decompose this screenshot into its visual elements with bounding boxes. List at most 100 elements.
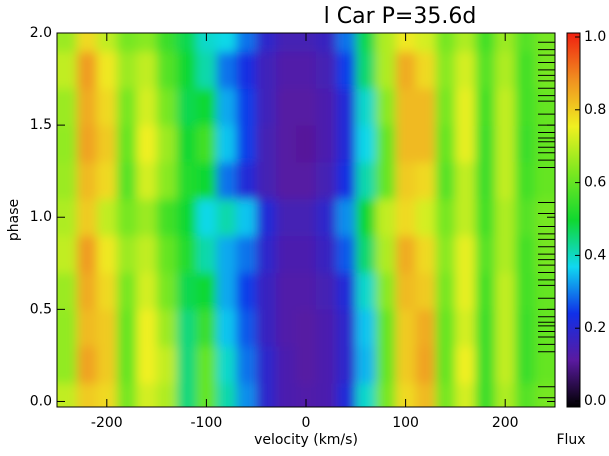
heat-cell — [96, 198, 118, 237]
heat-cell — [216, 33, 237, 52]
heat-cell — [495, 383, 516, 407]
heat-cell — [475, 383, 496, 407]
heat-cell — [435, 383, 456, 407]
heat-cell — [395, 309, 417, 347]
heat-cell — [355, 309, 377, 347]
heat-cell — [515, 309, 536, 347]
heat-cell — [475, 272, 496, 310]
heat-cell — [415, 88, 436, 126]
heat-cell — [276, 33, 297, 52]
heat-cell — [395, 125, 417, 163]
heat-cell — [415, 198, 436, 237]
heat-cell — [276, 346, 297, 384]
heat-cell — [256, 51, 277, 89]
heat-cell — [515, 198, 536, 237]
heat-cell — [296, 161, 317, 200]
heat-cell — [116, 125, 138, 163]
heat-cell — [116, 161, 138, 200]
heat-cell — [57, 235, 78, 274]
heat-cell — [355, 383, 377, 407]
colorbar-tick-label: 0.2 — [584, 320, 606, 336]
heat-cell — [216, 309, 237, 347]
heat-cell — [216, 272, 237, 310]
heat-cell — [335, 198, 357, 237]
y-tick-label: 1.0 — [30, 209, 52, 225]
heat-cell — [315, 198, 337, 237]
heat-cell — [256, 125, 277, 163]
heat-cell — [76, 88, 98, 126]
heat-cell — [455, 161, 476, 200]
heat-cell — [57, 51, 78, 89]
heat-cell — [136, 51, 158, 89]
heat-cell — [375, 309, 397, 347]
heat-cell — [475, 51, 496, 89]
heat-cell — [156, 125, 178, 163]
heat-cell — [176, 51, 197, 89]
heat-cell — [335, 33, 357, 52]
heat-cell — [116, 346, 138, 384]
heat-cell — [176, 88, 197, 126]
heat-cell — [196, 51, 217, 89]
heat-cell — [76, 33, 98, 52]
heat-cell — [276, 125, 297, 163]
heat-cell — [57, 88, 78, 126]
heat-cell — [375, 383, 397, 407]
x-tick-label: -100 — [191, 415, 223, 431]
heat-cell — [216, 235, 237, 274]
heat-cell — [236, 272, 257, 310]
heat-cell — [276, 235, 297, 274]
heat-cell — [176, 161, 197, 200]
heat-cell — [296, 33, 317, 52]
colorbar-tick-label: 1.0 — [584, 29, 606, 45]
heat-cell — [57, 198, 78, 237]
heat-cell — [216, 88, 237, 126]
heat-cell — [475, 235, 496, 274]
heat-cell — [156, 88, 178, 126]
heat-cell — [315, 51, 337, 89]
colorbar-tick-label: 0.6 — [584, 175, 606, 191]
heat-cell — [156, 272, 178, 310]
heat-cell — [176, 309, 197, 347]
heat-cell — [196, 346, 217, 384]
heat-cell — [116, 272, 138, 310]
heat-cell — [116, 198, 138, 237]
heat-cell — [335, 346, 357, 384]
heat-cell — [435, 161, 456, 200]
heat-cell — [435, 33, 456, 52]
heat-cell — [315, 33, 337, 52]
heat-cell — [515, 88, 536, 126]
heat-cell — [236, 198, 257, 237]
heat-cell — [216, 161, 237, 200]
heat-cell — [315, 309, 337, 347]
heat-cell — [315, 161, 337, 200]
heat-cell — [196, 235, 217, 274]
heat-cell — [435, 346, 456, 384]
heat-cell — [495, 235, 516, 274]
heat-cell — [196, 383, 217, 407]
heat-cell — [535, 161, 555, 200]
heat-cell — [276, 383, 297, 407]
heat-cell — [276, 198, 297, 237]
heat-cell — [216, 346, 237, 384]
y-tick-label: 0.5 — [30, 301, 52, 317]
heat-cell — [355, 51, 377, 89]
heat-cell — [335, 272, 357, 310]
heat-cell — [395, 88, 417, 126]
heat-cell — [395, 235, 417, 274]
heat-cell — [475, 346, 496, 384]
heat-cell — [455, 235, 476, 274]
heat-cell — [435, 51, 456, 89]
heat-cell — [515, 51, 536, 89]
heat-cell — [355, 33, 377, 52]
heat-cell — [475, 198, 496, 237]
heat-cell — [256, 383, 277, 407]
heat-cell — [435, 272, 456, 310]
heat-cell — [375, 51, 397, 89]
heat-cell — [355, 235, 377, 274]
y-tick-label: 1.5 — [30, 117, 52, 133]
heat-cell — [216, 198, 237, 237]
heat-cell — [236, 235, 257, 274]
heat-cell — [96, 88, 118, 126]
heat-cell — [435, 309, 456, 347]
heat-cell — [495, 33, 516, 52]
